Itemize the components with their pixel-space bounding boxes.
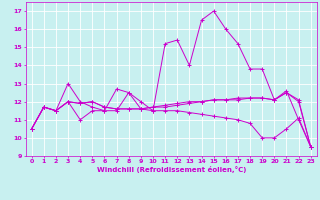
X-axis label: Windchill (Refroidissement éolien,°C): Windchill (Refroidissement éolien,°C) [97,166,246,173]
